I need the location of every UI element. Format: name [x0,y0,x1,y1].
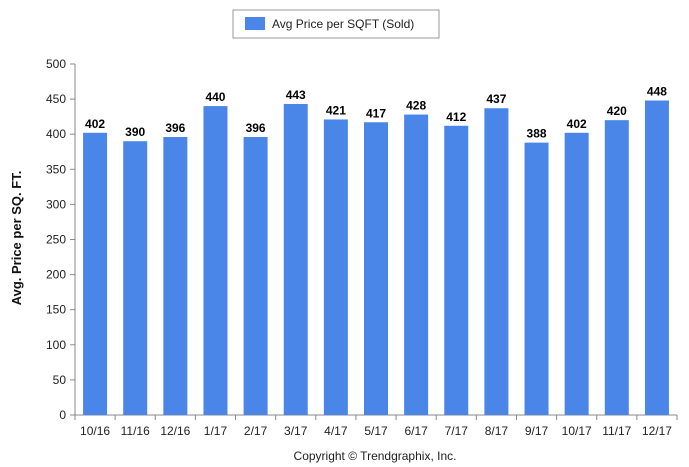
y-axis-title: Avg. Price per SQ. FT. [9,171,24,306]
bar [243,137,268,415]
bar [604,120,629,415]
x-tick-label: 5/17 [364,424,388,438]
data-label: 421 [326,103,346,117]
bar [163,137,188,415]
y-tick-label: 450 [46,92,66,106]
bar [524,142,549,415]
y-tick-label: 0 [59,408,66,422]
data-labels: 402 390 396 440 396 443 421 417 428 412 437 388 402 4… [85,85,667,141]
data-label: 440 [205,90,225,104]
copyright-text: Copyright © Trendgraphix, Inc. [294,449,457,463]
x-tick-label: 7/17 [445,424,469,438]
bar [83,132,108,415]
bar [444,125,469,415]
y-tick-label: 150 [46,303,66,317]
data-label: 420 [607,104,627,118]
x-tick-label: 9/17 [525,424,549,438]
data-label: 448 [647,85,667,99]
bar [404,114,429,415]
y-tick-label: 300 [46,197,66,211]
y-axis: 0 50 100 150 200 250 300 350 400 450 500 [46,57,76,422]
legend: Avg Price per SQFT (Sold) [232,9,440,39]
bar [123,141,148,415]
x-tick-label: 11/17 [602,424,631,438]
x-tick-label: 8/17 [485,424,509,438]
bar [203,106,228,416]
bar [564,132,589,415]
y-tick-label: 350 [46,162,66,176]
data-label: 412 [446,110,466,124]
x-tick-label: 3/17 [284,424,308,438]
x-tick-label: 10/16 [80,424,110,438]
legend-swatch [245,17,265,30]
x-tick-label: 12/17 [642,424,672,438]
y-tick-label: 250 [46,233,66,247]
x-tick-label: 10/17 [562,424,592,438]
data-label: 428 [406,99,426,113]
bar [484,108,509,415]
data-label: 396 [246,121,266,135]
x-tick-label: 6/17 [404,424,428,438]
data-label: 402 [567,117,587,131]
x-tick-label: 2/17 [244,424,268,438]
bar [644,100,669,415]
bar [283,104,308,415]
x-tick-label: 4/17 [324,424,348,438]
data-label: 388 [527,127,547,141]
bar [323,119,348,415]
data-label: 443 [286,88,306,102]
y-tick-label: 100 [46,338,66,352]
data-label: 390 [125,125,145,139]
y-tick-label: 200 [46,268,66,282]
bar [364,122,388,416]
y-tick-label: 50 [53,373,67,387]
bars [83,100,669,416]
data-label: 417 [366,106,386,120]
y-tick-label: 400 [46,127,66,141]
x-tick-label: 12/16 [160,424,190,438]
data-label: 402 [85,117,105,131]
data-label: 396 [165,121,185,135]
data-label: 437 [486,92,506,106]
x-tick-label: 11/16 [121,424,150,438]
x-tick-label: 1/17 [204,424,228,438]
legend-box [232,9,440,39]
x-axis: 10/16 11/16 12/16 1/17 2/17 3/17 4/17 5/17 6/17 7… [74,414,678,438]
y-tick-label: 500 [46,57,66,71]
legend-label: Avg Price per SQFT (Sold) [272,17,414,31]
